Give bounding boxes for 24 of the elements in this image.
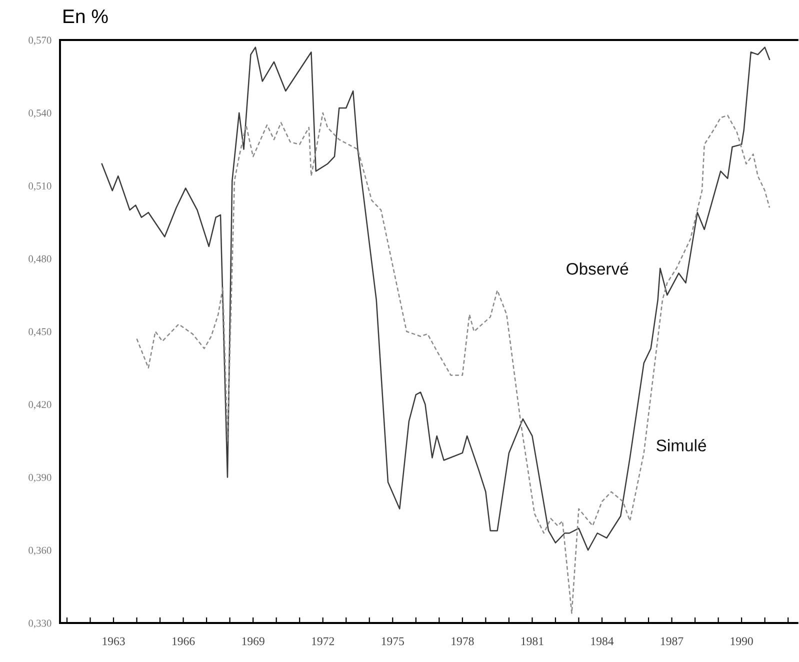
y-tick-label: 0,420	[28, 401, 52, 410]
y-tick-label: 0,360	[28, 546, 52, 556]
series-label: Observé	[566, 262, 628, 275]
x-tick-label: 1975	[382, 637, 404, 646]
y-tick-label: 0,540	[28, 110, 52, 118]
x-tick-label: 1984	[591, 637, 614, 646]
line-series	[136, 112, 770, 614]
line-series	[101, 46, 770, 551]
series-label: Simulé	[656, 438, 706, 452]
x-tick-label: 1990	[730, 637, 753, 646]
y-tick-label: 0,480	[28, 255, 52, 264]
x-tick-label: 1966	[172, 637, 195, 646]
y-tick-label: 0,390	[28, 474, 52, 482]
x-tick-label: 1987	[661, 637, 684, 646]
x-tick-label: 1972	[312, 637, 334, 646]
y-tick-label: 0,510	[28, 182, 52, 191]
y-axis-title: En %	[64, 10, 108, 24]
x-tick-label: 1978	[452, 637, 474, 646]
x-tick-label: 1969	[242, 637, 264, 646]
y-tick-label: 0,570	[28, 36, 52, 46]
y-tick-label: 0,330	[28, 620, 52, 628]
x-tick-label: 1963	[102, 637, 125, 646]
y-tick-label: 0,450	[28, 328, 52, 337]
x-tick-label: 1981	[521, 637, 544, 646]
